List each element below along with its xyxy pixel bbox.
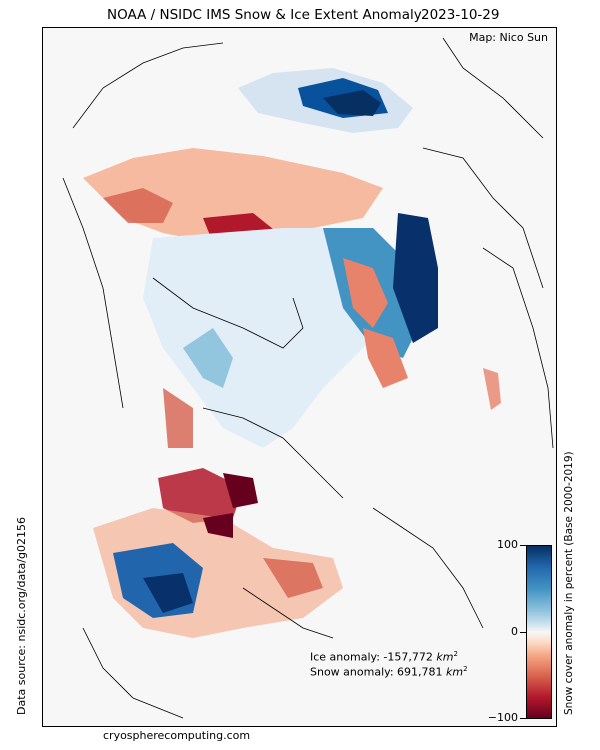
- coastlines: [62, 37, 554, 719]
- colorbar-label-bottom: −100: [487, 711, 518, 724]
- ice-anomaly-label: Ice anomaly: -157,772 km2: [310, 650, 458, 664]
- map-credit: Map: Nico Sun: [469, 31, 548, 44]
- colorbar-tick-top: [520, 545, 526, 546]
- colorbar-tick-middle: [520, 632, 526, 633]
- coastline-west: [62, 177, 124, 409]
- snow-anomaly-unit-exponent: 2: [463, 665, 468, 673]
- canada-anomaly-negative: [263, 558, 323, 598]
- coastline-alaska: [482, 247, 554, 449]
- map-panel: Map: Nico Sun: [42, 27, 557, 727]
- anomaly-patch-negative: [343, 258, 388, 328]
- snow-anomaly-unit: km: [446, 665, 464, 679]
- scandinavia-anomaly-negative: [163, 388, 193, 448]
- coastline-north: [72, 42, 224, 129]
- coastline-southeast: [372, 507, 484, 629]
- snow-anomaly-label: Snow anomaly: 691,781 km2: [310, 665, 468, 679]
- coastline-arctic: [152, 277, 304, 349]
- arctic-anomaly-medium: [183, 328, 233, 388]
- website-label: cryospherecomputing.com: [103, 729, 251, 742]
- colorbar-label-top: 100: [497, 538, 518, 551]
- coastline-east: [422, 147, 544, 289]
- colorbar-label-middle: 0: [511, 625, 518, 638]
- data-source-label: Data source: nsidc.org/data/g02156: [15, 517, 28, 715]
- anomaly-patch-negative-2: [363, 328, 408, 388]
- coastline-southwest: [82, 627, 184, 719]
- north-america-anomaly-strong: [143, 573, 193, 613]
- map-title: NOAA / NSIDC IMS Snow & Ice Extent Anoma…: [107, 7, 422, 23]
- ice-anomaly-unit-exponent: 2: [453, 650, 458, 658]
- anomaly-map: [62, 37, 554, 719]
- map-date: 2023-10-29: [421, 7, 500, 23]
- coastline-northeast: [442, 37, 544, 139]
- east-siberia-anomaly-strong: [393, 213, 438, 343]
- map-title-bar: NOAA / NSIDC IMS Snow & Ice Extent Anoma…: [0, 7, 600, 25]
- colorbar-tick-bottom: [520, 718, 526, 719]
- colorbar-axis-label: Snow cover anomaly in percent (Base 2000…: [563, 451, 575, 715]
- europe-anomaly-strong-negative: [223, 473, 258, 508]
- europe-anomaly-negative: [158, 468, 243, 523]
- eurasia-anomaly-negative-west: [103, 188, 173, 223]
- coastline-greenland: [202, 407, 344, 499]
- snow-anomaly-value: Snow anomaly: 691,781: [310, 665, 447, 679]
- ice-anomaly-value: Ice anomaly: -157,772: [310, 650, 437, 664]
- ice-anomaly-unit: km: [436, 650, 454, 664]
- siberia-anomaly-core: [323, 90, 381, 116]
- colorbar: [526, 545, 552, 719]
- hudson-anomaly-strong-negative: [203, 513, 233, 538]
- alaska-anomaly-negative: [483, 368, 501, 410]
- coastline-hudson: [242, 587, 334, 639]
